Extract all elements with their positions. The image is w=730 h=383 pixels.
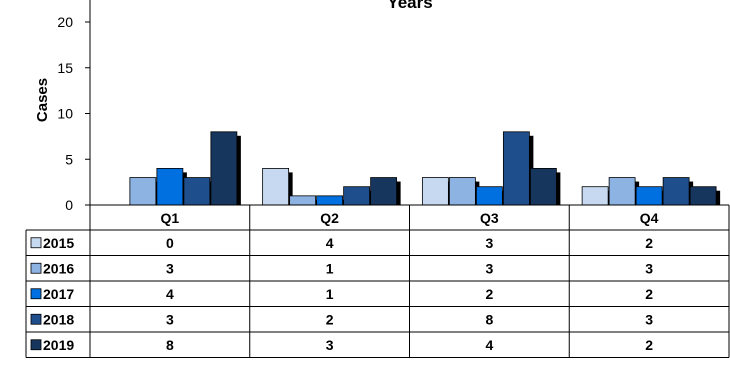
bar-2018-Q2: [343, 186, 371, 206]
bar-2018-Q4: [662, 177, 690, 206]
legend-label-2017: 2017: [43, 286, 74, 302]
bar-2017-Q2: [316, 195, 344, 206]
chart-title: Years: [387, 0, 432, 12]
table-cell: 1: [326, 260, 334, 276]
y-tick-label: 15: [57, 60, 73, 76]
bar-2016-Q2: [289, 195, 317, 206]
table-header-Q4: Q4: [640, 210, 659, 226]
y-tick-label: 0: [65, 197, 73, 213]
y-tick-label: 20: [57, 14, 73, 30]
legend-swatch-2017: [30, 288, 42, 300]
legend-label-2019: 2019: [43, 337, 74, 353]
y-tick-label: 5: [65, 151, 73, 167]
table-header-Q3: Q3: [480, 210, 499, 226]
table-cell: 2: [645, 337, 653, 353]
table-cell: 3: [485, 235, 493, 251]
y-tick-label: 10: [57, 106, 73, 122]
table-cell: 8: [485, 311, 493, 327]
table-cell: 1: [326, 286, 334, 302]
table-cell: 4: [166, 286, 174, 302]
bar-2015-Q3: [421, 177, 449, 206]
legend-label-2018: 2018: [43, 311, 74, 327]
bar-2015-Q4: [581, 186, 609, 206]
table-cell: 3: [326, 337, 334, 353]
legend-label-2016: 2016: [43, 260, 74, 276]
table-cell: 2: [326, 311, 334, 327]
table-cell: 3: [645, 311, 653, 327]
bar-2019-Q2: [370, 177, 398, 206]
table-cell: 2: [645, 286, 653, 302]
table-header-Q2: Q2: [320, 210, 339, 226]
table-cell: 2: [485, 286, 493, 302]
table-cell: 8: [166, 337, 174, 353]
legend-swatch-2016: [30, 262, 42, 274]
bar-2016-Q4: [608, 177, 636, 206]
table-header-Q1: Q1: [161, 210, 180, 226]
bar-2019-Q1: [210, 131, 238, 206]
table-cell: 3: [166, 260, 174, 276]
y-axis-label: Cases: [34, 78, 51, 122]
bar-2016-Q3: [448, 177, 476, 206]
table-cell: 2: [645, 235, 653, 251]
bar-2017-Q4: [635, 186, 663, 206]
bar-2017-Q1: [156, 167, 184, 206]
table-cell: 3: [166, 311, 174, 327]
legend-swatch-2015: [30, 237, 42, 249]
legend-swatch-2018: [30, 313, 42, 325]
bar-2017-Q3: [475, 186, 503, 206]
table-cell: 3: [645, 260, 653, 276]
table-cell: 3: [485, 260, 493, 276]
bar-2016-Q1: [129, 177, 157, 206]
table-cell: 0: [166, 235, 174, 251]
bar-2015-Q2: [262, 167, 290, 206]
table-cell: 4: [485, 337, 493, 353]
bar-2019-Q4: [689, 186, 717, 206]
legend-label-2015: 2015: [43, 235, 74, 251]
bar-2018-Q1: [183, 177, 211, 206]
bar-2018-Q3: [502, 131, 530, 206]
legend-swatch-2019: [30, 339, 42, 351]
table-cell: 4: [326, 235, 334, 251]
bar-2019-Q3: [529, 167, 557, 206]
